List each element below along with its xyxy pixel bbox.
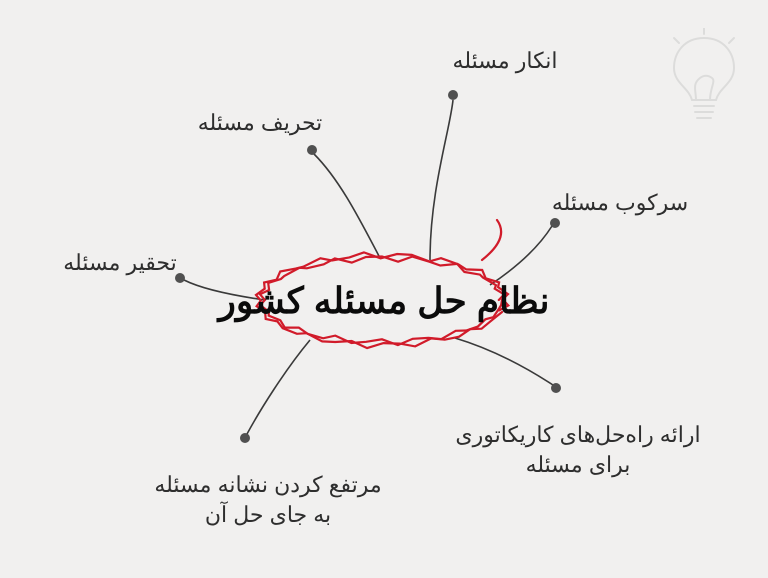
branch-dot-distortion [307, 145, 317, 155]
branch-label-caricature: ارائه راه‌حل‌های کاریکاتوریبرای مسئله [448, 420, 708, 479]
branch-label-distortion: تحریف مسئله [198, 110, 323, 136]
branch-label-suppression: سرکوب مسئله [552, 190, 688, 216]
branch-dot-denial [448, 90, 458, 100]
branch-label-symptom: مرتفع کردن نشانه مسئلهبه جای حل آن [138, 470, 398, 529]
center-title: نظام حل مسئله کشور [218, 280, 549, 322]
branch-dot-suppression [550, 218, 560, 228]
lightbulb-watermark-icon [664, 28, 744, 128]
branch-connector-suppression [490, 226, 552, 285]
branch-label-denial: انکار مسئله [453, 48, 558, 74]
branch-connector-denial [430, 100, 453, 260]
red-scribble-tail [482, 220, 501, 260]
branch-connector-distortion [314, 154, 380, 258]
branch-connector-symptom [247, 340, 310, 434]
branch-label-humiliation: تحقیر مسئله [63, 250, 176, 276]
branch-dot-caricature [551, 383, 561, 393]
branch-connector-caricature [455, 338, 553, 385]
branch-dot-symptom [240, 433, 250, 443]
